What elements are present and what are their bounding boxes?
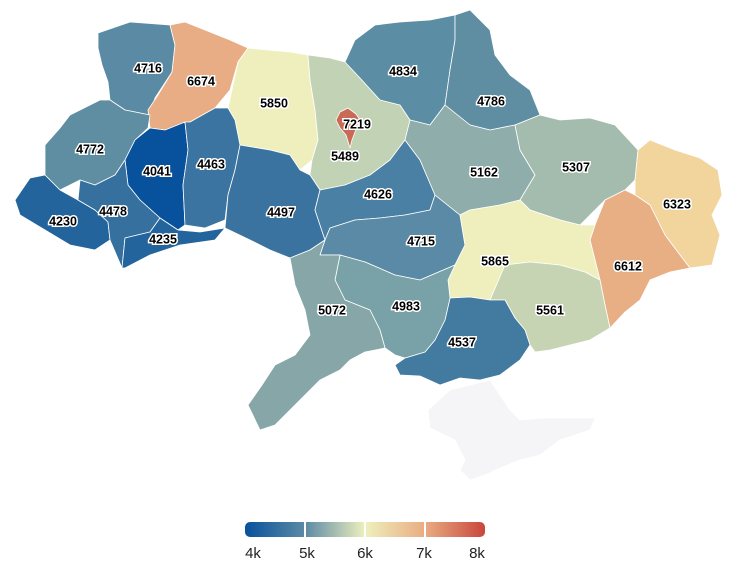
label-kyiv-oblast: 5489 [331, 149, 359, 163]
label-odesa: 5072 [318, 303, 346, 317]
label-dnipropetrovsk: 5865 [481, 254, 509, 268]
region-sumy[interactable] [444, 9, 541, 131]
label-kirovohrad: 4715 [407, 234, 435, 248]
label-luhansk: 6323 [663, 197, 691, 211]
label-chernivtsi: 4235 [149, 232, 177, 246]
label-cherkasy: 4626 [364, 187, 392, 201]
colorbar-divider [424, 522, 426, 537]
label-mykolaiv: 4983 [392, 299, 420, 313]
label-chernihiv: 4834 [389, 64, 417, 78]
label-lviv: 4772 [76, 142, 104, 156]
label-zakarpattia: 4230 [49, 214, 77, 228]
legend-tick-8k: 8k [469, 545, 485, 562]
legend-tick-4k: 4k [245, 545, 261, 562]
label-kharkiv: 5307 [562, 160, 590, 174]
label-poltava: 5162 [470, 165, 498, 179]
label-zhytomyr: 5850 [260, 96, 288, 110]
legend-tick-7k: 7k [416, 545, 432, 562]
legend-tick-5k: 5k [299, 545, 315, 562]
colorbar-divider [364, 522, 366, 537]
colorbar [245, 522, 485, 537]
label-kyiv-city: 7219 [343, 117, 371, 131]
region-crimea[interactable] [427, 379, 596, 481]
label-ivano-frankivsk: 4478 [99, 204, 127, 218]
label-vinnytsia: 4497 [267, 205, 295, 219]
label-donetsk: 6612 [614, 259, 642, 273]
label-ternopil: 4041 [143, 164, 171, 178]
region-odesa[interactable] [247, 239, 386, 431]
label-zaporizhzhia: 5561 [536, 303, 564, 317]
legend-tick-6k: 6k [357, 545, 373, 562]
region-kyiv-city[interactable] [335, 107, 361, 149]
color-legend: 4k 5k 6k 7k 8k [245, 522, 485, 565]
label-kherson: 4537 [448, 335, 476, 349]
label-volyn: 4716 [134, 61, 162, 75]
label-sumy: 4786 [477, 94, 505, 108]
region-chernivtsi[interactable] [121, 217, 226, 269]
label-khmelnytskyi: 4463 [197, 157, 225, 171]
colorbar-divider [304, 522, 306, 537]
label-rivne: 6674 [187, 74, 215, 88]
